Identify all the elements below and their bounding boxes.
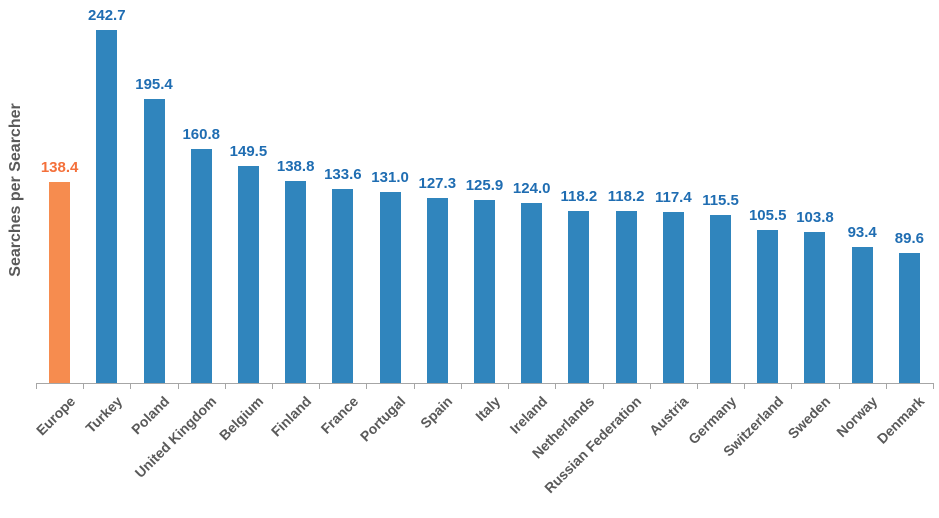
x-axis-tick: [555, 384, 557, 389]
value-label: 127.3: [418, 175, 457, 192]
bar: [710, 215, 732, 383]
category-label: Portugal: [356, 393, 409, 445]
x-axis-tick: [508, 384, 510, 389]
x-axis-tick: [177, 384, 179, 389]
x-axis-tick: [838, 384, 840, 389]
bar: [568, 211, 590, 383]
value-label: 138.4: [40, 159, 79, 176]
x-axis-tick: [744, 384, 746, 389]
value-label: 118.2: [607, 188, 645, 205]
category-label: Poland: [128, 393, 173, 438]
x-axis-tick: [272, 384, 274, 389]
bar: [662, 212, 684, 383]
x-axis-tick: [224, 384, 226, 389]
bar: [757, 230, 779, 383]
x-axis-tick: [460, 384, 462, 389]
category-label: France: [317, 393, 362, 437]
x-axis-tick: [602, 384, 604, 389]
x-axis-line: [36, 383, 934, 384]
value-label: 125.9: [465, 177, 504, 194]
value-label: 118.2: [560, 188, 598, 205]
x-axis-tick: [36, 384, 37, 389]
bar: [237, 166, 259, 383]
x-axis-tick: [885, 384, 887, 389]
category-label: Italy: [471, 393, 503, 425]
x-axis-tick: [130, 384, 132, 389]
value-label: 138.8: [276, 158, 315, 175]
value-label: 149.5: [229, 143, 268, 160]
category-label: Austria: [646, 393, 692, 439]
category-label: Finland: [267, 393, 314, 440]
value-label: 242.7: [88, 7, 126, 24]
value-label: 117.4: [654, 189, 692, 206]
category-label: Belgium: [216, 393, 267, 444]
category-label: Europe: [32, 393, 78, 439]
value-label: 103.8: [796, 209, 834, 226]
x-axis-tick: [319, 384, 321, 389]
bar: [285, 181, 307, 383]
bar: [143, 99, 165, 383]
bar-highlighted: [49, 182, 71, 383]
value-label: 105.5: [748, 207, 787, 224]
category-label: Turkey: [82, 393, 126, 437]
bar: [804, 232, 826, 383]
category-label: Spain: [417, 393, 456, 432]
value-label: 124.0: [512, 180, 551, 197]
category-label: Denmark: [874, 393, 928, 447]
x-axis-tick: [366, 384, 368, 389]
category-label: Sweden: [784, 393, 834, 442]
value-label: 131.0: [371, 169, 409, 186]
bar: [851, 247, 873, 383]
category-label: Norway: [833, 393, 881, 441]
x-axis-tick: [933, 384, 934, 389]
category-label: United Kingdom: [131, 393, 220, 481]
bar: [615, 211, 637, 383]
value-label: 115.5: [702, 192, 739, 209]
value-label: 89.6: [894, 230, 924, 247]
x-axis-tick: [83, 384, 85, 389]
bar: [332, 189, 354, 383]
value-label: 160.8: [182, 126, 220, 143]
x-axis-tick: [791, 384, 793, 389]
bar: [379, 192, 401, 383]
bar: [521, 203, 543, 383]
value-label: 195.4: [135, 76, 173, 93]
category-label: Ireland: [506, 393, 551, 437]
bar: [190, 149, 212, 383]
x-axis-tick: [649, 384, 651, 389]
value-label: 93.4: [847, 224, 877, 241]
bar: [474, 200, 495, 383]
x-axis-tick: [413, 384, 415, 389]
x-axis-tick: [696, 384, 698, 389]
bar: [898, 253, 920, 383]
bar: [426, 198, 448, 383]
value-label: 133.6: [324, 166, 362, 183]
bar: [96, 30, 118, 383]
